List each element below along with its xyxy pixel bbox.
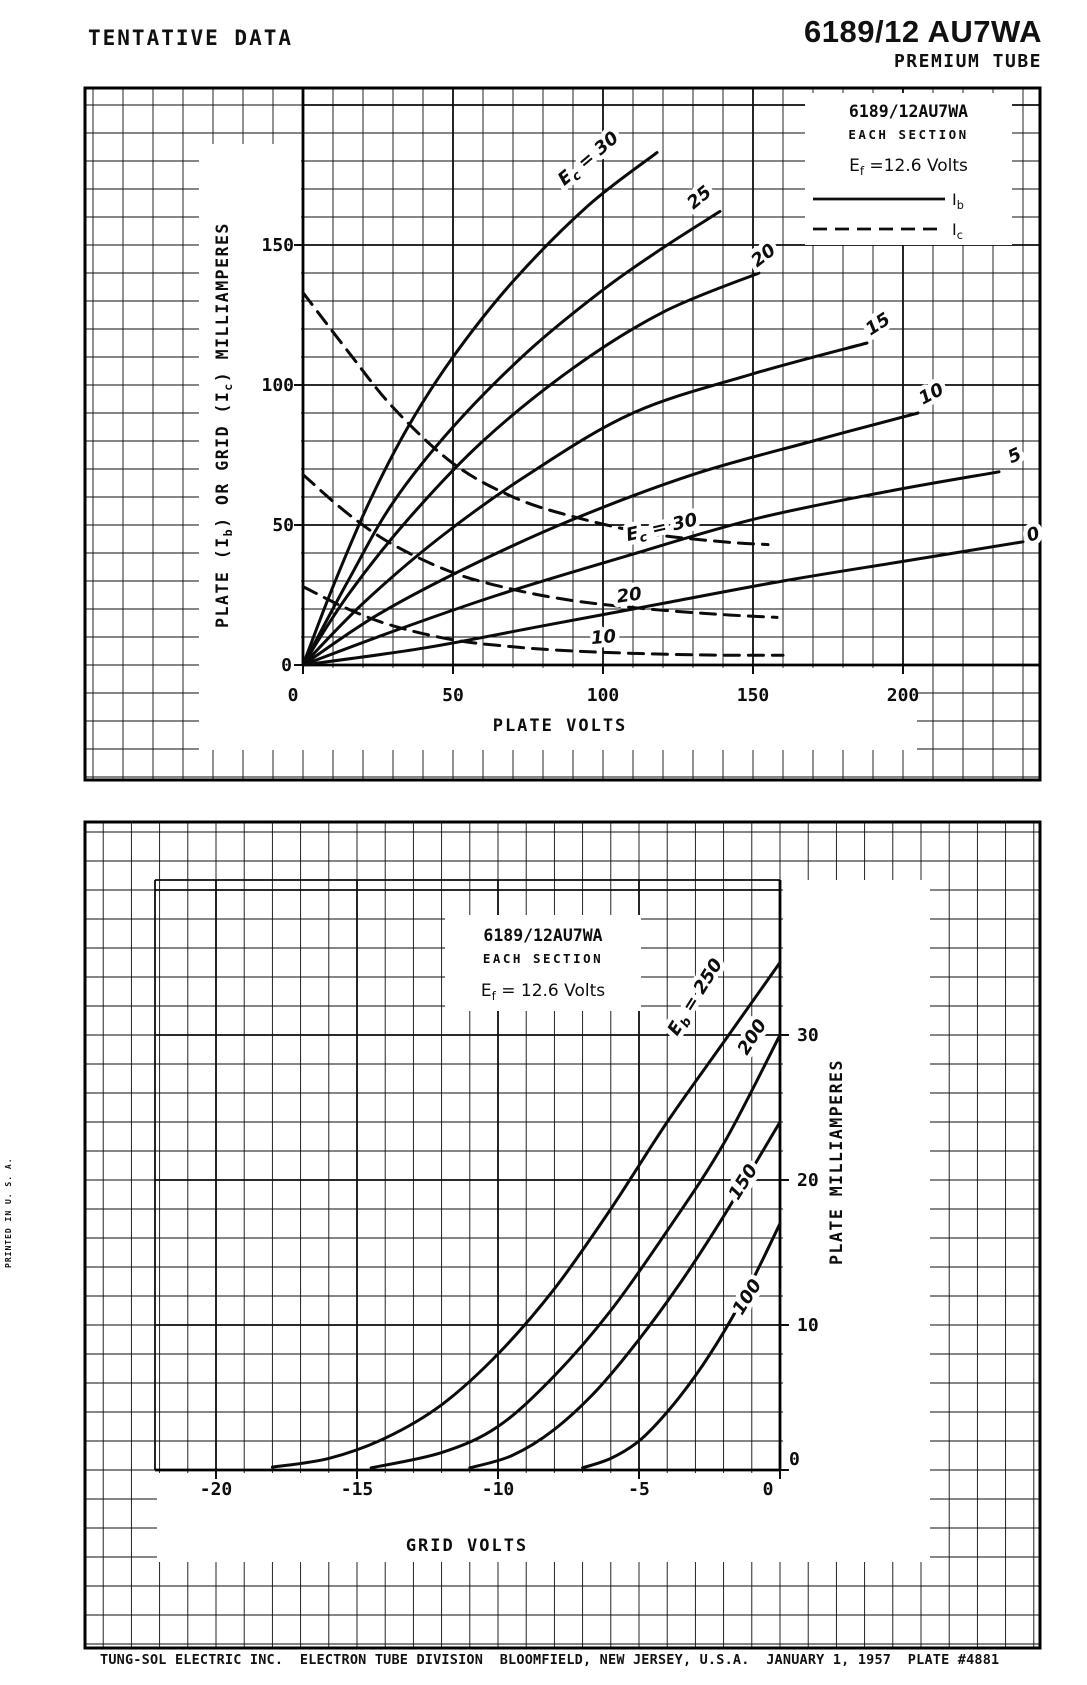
svg-text:10: 10 bbox=[797, 1315, 819, 1336]
svg-text:50: 50 bbox=[442, 685, 464, 706]
svg-text:5: 5 bbox=[1005, 444, 1025, 468]
svg-text:0: 0 bbox=[789, 1449, 800, 1470]
svg-text:Ec = 30: Ec = 30 bbox=[624, 509, 700, 548]
tube-type-title: 6189/12 AU7WA bbox=[804, 14, 1042, 49]
svg-text:100: 100 bbox=[261, 375, 294, 396]
svg-text:Ef =12.6 Volts: Ef =12.6 Volts bbox=[849, 156, 968, 178]
svg-text:PLATE (Ib) OR GRID (Ic) MILLIA: PLATE (Ib) OR GRID (Ic) MILLIAMPERES bbox=[213, 222, 235, 628]
svg-text:Ib: Ib bbox=[952, 190, 964, 212]
svg-text:200: 200 bbox=[887, 685, 920, 706]
svg-text:PLATE VOLTS: PLATE VOLTS bbox=[493, 716, 628, 736]
svg-text:0: 0 bbox=[763, 1479, 774, 1500]
svg-text:-5: -5 bbox=[628, 1479, 650, 1500]
svg-text:100: 100 bbox=[587, 685, 620, 706]
svg-text:30: 30 bbox=[797, 1025, 819, 1046]
svg-text:10: 10 bbox=[590, 626, 617, 649]
svg-text:Ec = 30: Ec = 30 bbox=[554, 127, 624, 191]
title-block: 6189/12 AU7WA PREMIUM TUBE bbox=[804, 14, 1042, 72]
svg-text:-10: -10 bbox=[482, 1479, 515, 1500]
svg-text:0: 0 bbox=[288, 685, 299, 706]
footer-text: TUNG-SOL ELECTRIC INC. ELECTRON TUBE DIV… bbox=[100, 1652, 1000, 1668]
svg-text:6189/12AU7WA: 6189/12AU7WA bbox=[483, 926, 602, 945]
svg-text:150: 150 bbox=[737, 685, 770, 706]
tentative-data-label: TENTATIVE DATA bbox=[88, 26, 294, 50]
svg-text:10: 10 bbox=[915, 379, 947, 409]
svg-text:Ic: Ic bbox=[952, 220, 963, 242]
svg-text:150: 150 bbox=[724, 1161, 762, 1204]
svg-text:50: 50 bbox=[272, 515, 294, 536]
svg-text:EACH SECTION: EACH SECTION bbox=[848, 127, 968, 142]
svg-text:Eb = 250: Eb = 250 bbox=[664, 955, 729, 1041]
svg-text:150: 150 bbox=[261, 235, 294, 256]
svg-text:6189/12AU7WA: 6189/12AU7WA bbox=[849, 102, 968, 121]
svg-text:PLATE MILLIAMPERES: PLATE MILLIAMPERES bbox=[827, 1059, 846, 1265]
svg-text:100: 100 bbox=[728, 1276, 766, 1319]
svg-text:GRID VOLTS: GRID VOLTS bbox=[406, 1536, 528, 1556]
premium-tube-label: PREMIUM TUBE bbox=[893, 51, 1042, 72]
svg-text:15: 15 bbox=[862, 309, 894, 340]
svg-text:EACH SECTION: EACH SECTION bbox=[483, 951, 603, 966]
svg-text:Ef = 12.6 Volts: Ef = 12.6 Volts bbox=[481, 981, 605, 1003]
svg-text:-20: -20 bbox=[200, 1479, 233, 1500]
svg-text:20: 20 bbox=[797, 1170, 819, 1191]
svg-text:-15: -15 bbox=[341, 1479, 374, 1500]
svg-text:20: 20 bbox=[615, 583, 643, 607]
svg-text:0: 0 bbox=[281, 655, 292, 676]
svg-text:25: 25 bbox=[683, 182, 716, 214]
